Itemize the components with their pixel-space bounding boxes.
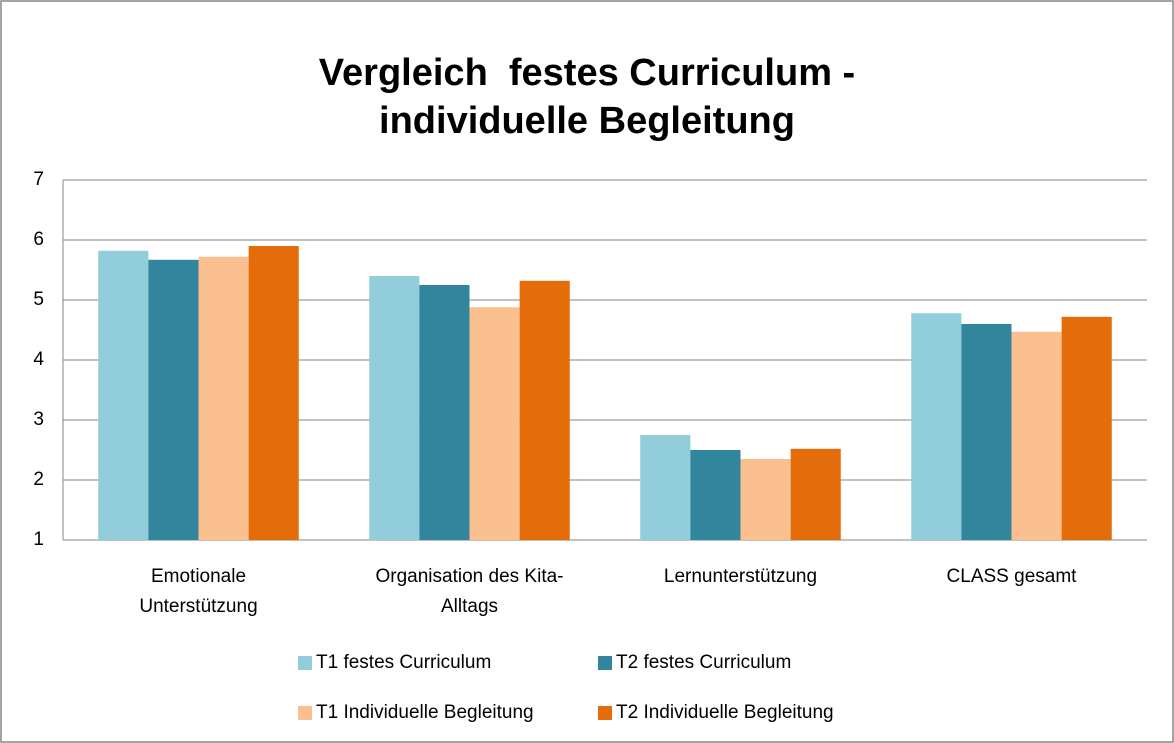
bar — [690, 450, 741, 540]
bar — [519, 280, 570, 540]
bar — [198, 256, 249, 540]
bar — [98, 250, 149, 541]
y-tick-label: 6 — [33, 229, 44, 250]
chart-title: individuelle Begleitung — [379, 100, 795, 142]
y-tick-label: 1 — [33, 529, 44, 550]
bar — [148, 259, 199, 540]
legend-swatch — [298, 706, 312, 720]
bar — [640, 435, 691, 540]
y-tick-label: 3 — [33, 409, 44, 430]
legend-label: T1 Individuelle Begleitung — [316, 702, 534, 723]
bar — [419, 285, 470, 540]
x-tick-label: Lernunterstützung — [663, 566, 818, 587]
bar — [369, 276, 420, 540]
bar — [248, 246, 299, 540]
bar — [740, 459, 791, 540]
x-tick-label: CLASS gesamt — [946, 566, 1077, 587]
y-tick-label: 2 — [33, 469, 44, 490]
legend-swatch — [598, 656, 612, 670]
bar — [1011, 331, 1062, 540]
chart-title: Vergleich festes Curriculum - — [319, 52, 855, 94]
bar — [911, 313, 962, 540]
y-tick-label: 4 — [33, 349, 44, 370]
legend-label: T1 festes Curriculum — [316, 652, 491, 673]
x-tick-label: Emotionale Unterstützung — [139, 566, 258, 617]
x-tick-label: Organisation des Kita-Alltags — [375, 566, 564, 617]
bar — [469, 307, 520, 540]
bar — [1061, 316, 1112, 540]
bar — [961, 324, 1012, 540]
y-tick-label: 5 — [33, 289, 44, 310]
legend-label: T2 festes Curriculum — [616, 652, 791, 673]
legend-swatch — [598, 706, 612, 720]
bar — [790, 448, 841, 540]
y-tick-label: 7 — [33, 169, 44, 190]
legend-label: T2 Individuelle Begleitung — [616, 702, 834, 723]
legend-swatch — [298, 656, 312, 670]
